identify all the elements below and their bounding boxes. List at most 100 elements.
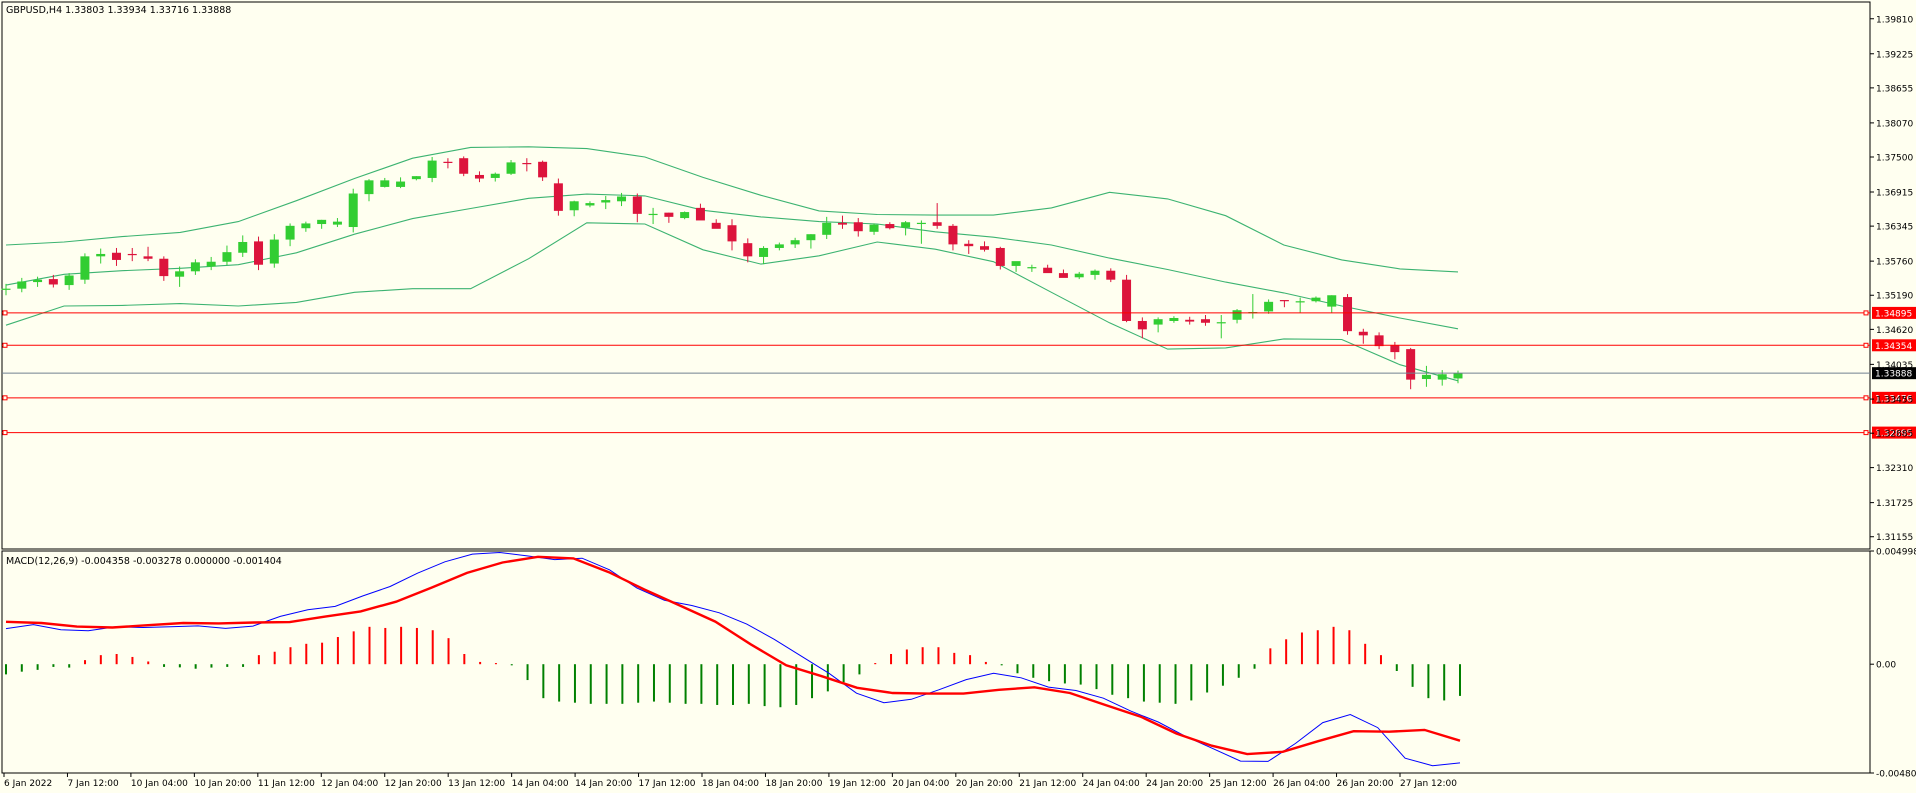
level-handle-right <box>1863 430 1869 436</box>
candle-bear <box>695 207 705 221</box>
candle-bull <box>774 244 784 248</box>
candle-bull <box>317 219 327 225</box>
main-panel-frame <box>1 1 1871 550</box>
candle-bull <box>238 241 248 253</box>
price-tick-label: 1.36345 <box>1876 223 1913 233</box>
current-price-label: 1.33888 <box>1875 370 1912 380</box>
candle-bull <box>822 222 832 235</box>
time-axis: 6 Jan 2022 7 Jan 12:00 10 Jan 04:00 10 Jan … <box>3 773 1457 789</box>
candle-bull <box>759 247 769 257</box>
candle-bear <box>711 222 721 229</box>
level-price-tag <box>1872 306 1916 319</box>
candle-bear <box>837 222 847 225</box>
time-tick-label: 12 Jan 20:00 <box>385 779 442 789</box>
candle-bull <box>680 212 690 219</box>
candle-bear <box>254 241 264 265</box>
candle-bear <box>538 161 548 178</box>
macd-tick-label: -0.004804 <box>1876 770 1916 780</box>
price-tick-label: 1.39810 <box>1876 15 1913 25</box>
candle-bull <box>1027 267 1037 269</box>
candle-bear <box>159 258 169 277</box>
price-tick-label: 1.34620 <box>1876 326 1913 336</box>
time-tick-label: 24 Jan 20:00 <box>1146 779 1203 789</box>
candle-bull <box>490 173 500 178</box>
candle-bull <box>269 239 279 264</box>
bollinger-lower-line <box>5 222 1459 382</box>
price-tick-label: 1.33455 <box>1876 396 1913 406</box>
candle-bull <box>206 261 216 267</box>
candle-bull <box>285 225 295 240</box>
price-tick-label: 1.35190 <box>1876 292 1913 302</box>
candle-bull <box>1232 310 1242 320</box>
horizontal-levels[interactable]: 1.34895 1.34354 1.33476 1.32895 1.33888 <box>2 306 1916 439</box>
bollinger-middle-line <box>5 193 1459 330</box>
candle-bull <box>301 223 311 229</box>
candle-bull <box>175 271 185 277</box>
price-tick-label: 1.39225 <box>1876 50 1913 60</box>
candle-bear <box>1122 279 1132 321</box>
time-tick-label: 27 Jan 12:00 <box>1400 779 1457 789</box>
bollinger-upper-line <box>5 146 1459 273</box>
candle-bull <box>17 281 27 289</box>
price-tick-label: 1.31725 <box>1876 499 1913 509</box>
candle-bull <box>585 203 595 206</box>
time-tick-label: 13 Jan 12:00 <box>448 779 505 789</box>
time-tick-label: 26 Jan 20:00 <box>1337 779 1394 789</box>
candle-bull <box>1437 374 1447 380</box>
panel-frames <box>1 1 1871 774</box>
time-tick-label: 14 Jan 20:00 <box>575 779 632 789</box>
candle-bull <box>64 275 74 286</box>
time-tick-label: 24 Jan 04:00 <box>1083 779 1140 789</box>
time-tick-label: 25 Jan 12:00 <box>1210 779 1267 789</box>
candle-bear <box>995 247 1005 266</box>
candle-bear <box>664 212 674 217</box>
candle-bear <box>443 161 453 163</box>
level-handle-left <box>2 395 8 401</box>
level-handle-right <box>1863 310 1869 316</box>
time-tick-label: 18 Jan 20:00 <box>765 779 822 789</box>
level-price-label: 1.34354 <box>1875 342 1912 352</box>
level-price-label: 1.34895 <box>1875 309 1912 319</box>
candle-bear <box>1279 300 1289 302</box>
candle-bear <box>1058 273 1068 278</box>
candle-bull <box>80 256 90 280</box>
candle-bear <box>1137 320 1147 330</box>
candle-bear <box>980 246 990 250</box>
candle-bear <box>932 222 942 226</box>
candle-bull <box>1327 295 1337 307</box>
chart-header: GBPUSD,H4 1.33803 1.33934 1.33716 1.3388… <box>6 5 231 16</box>
candle-bull <box>396 181 406 187</box>
candle-bull <box>332 221 342 225</box>
candle-bull <box>1453 373 1463 379</box>
time-tick-label: 21 Jan 12:00 <box>1019 779 1076 789</box>
price-tick-label: 1.37500 <box>1876 154 1913 164</box>
time-tick-label: 20 Jan 20:00 <box>956 779 1013 789</box>
candle-bear <box>474 174 484 179</box>
signal-line <box>5 555 1461 756</box>
candle-bear <box>143 256 153 259</box>
time-tick-label: 10 Jan 04:00 <box>131 779 188 789</box>
candle-bull <box>916 222 926 225</box>
candle-bull <box>1169 317 1179 321</box>
time-tick-label: 19 Jan 12:00 <box>829 779 886 789</box>
candle-bull <box>1011 261 1021 266</box>
candles[interactable] <box>1 156 1463 390</box>
time-tick-label: 6 Jan 2022 <box>4 779 52 789</box>
candle-bull <box>1421 374 1431 380</box>
candle-bull <box>869 224 879 232</box>
candle-bull <box>222 252 232 262</box>
price-tick-label: 1.34035 <box>1876 361 1913 371</box>
candle-bull <box>601 200 611 203</box>
candle-bear <box>127 253 137 256</box>
time-tick-label: 20 Jan 04:00 <box>892 779 949 789</box>
level-handle-right <box>1863 395 1869 401</box>
candle-bull <box>1074 273 1084 278</box>
price-tick-label: 1.38070 <box>1876 119 1913 129</box>
macd-tick-label: 0.00 <box>1876 661 1896 671</box>
level-handle-left <box>2 342 8 348</box>
candle-bull <box>1 288 11 290</box>
candle-bull <box>1295 301 1305 303</box>
candle-bull <box>617 196 627 202</box>
level-price-tag <box>1872 426 1916 439</box>
level-price-tag <box>1872 391 1916 404</box>
